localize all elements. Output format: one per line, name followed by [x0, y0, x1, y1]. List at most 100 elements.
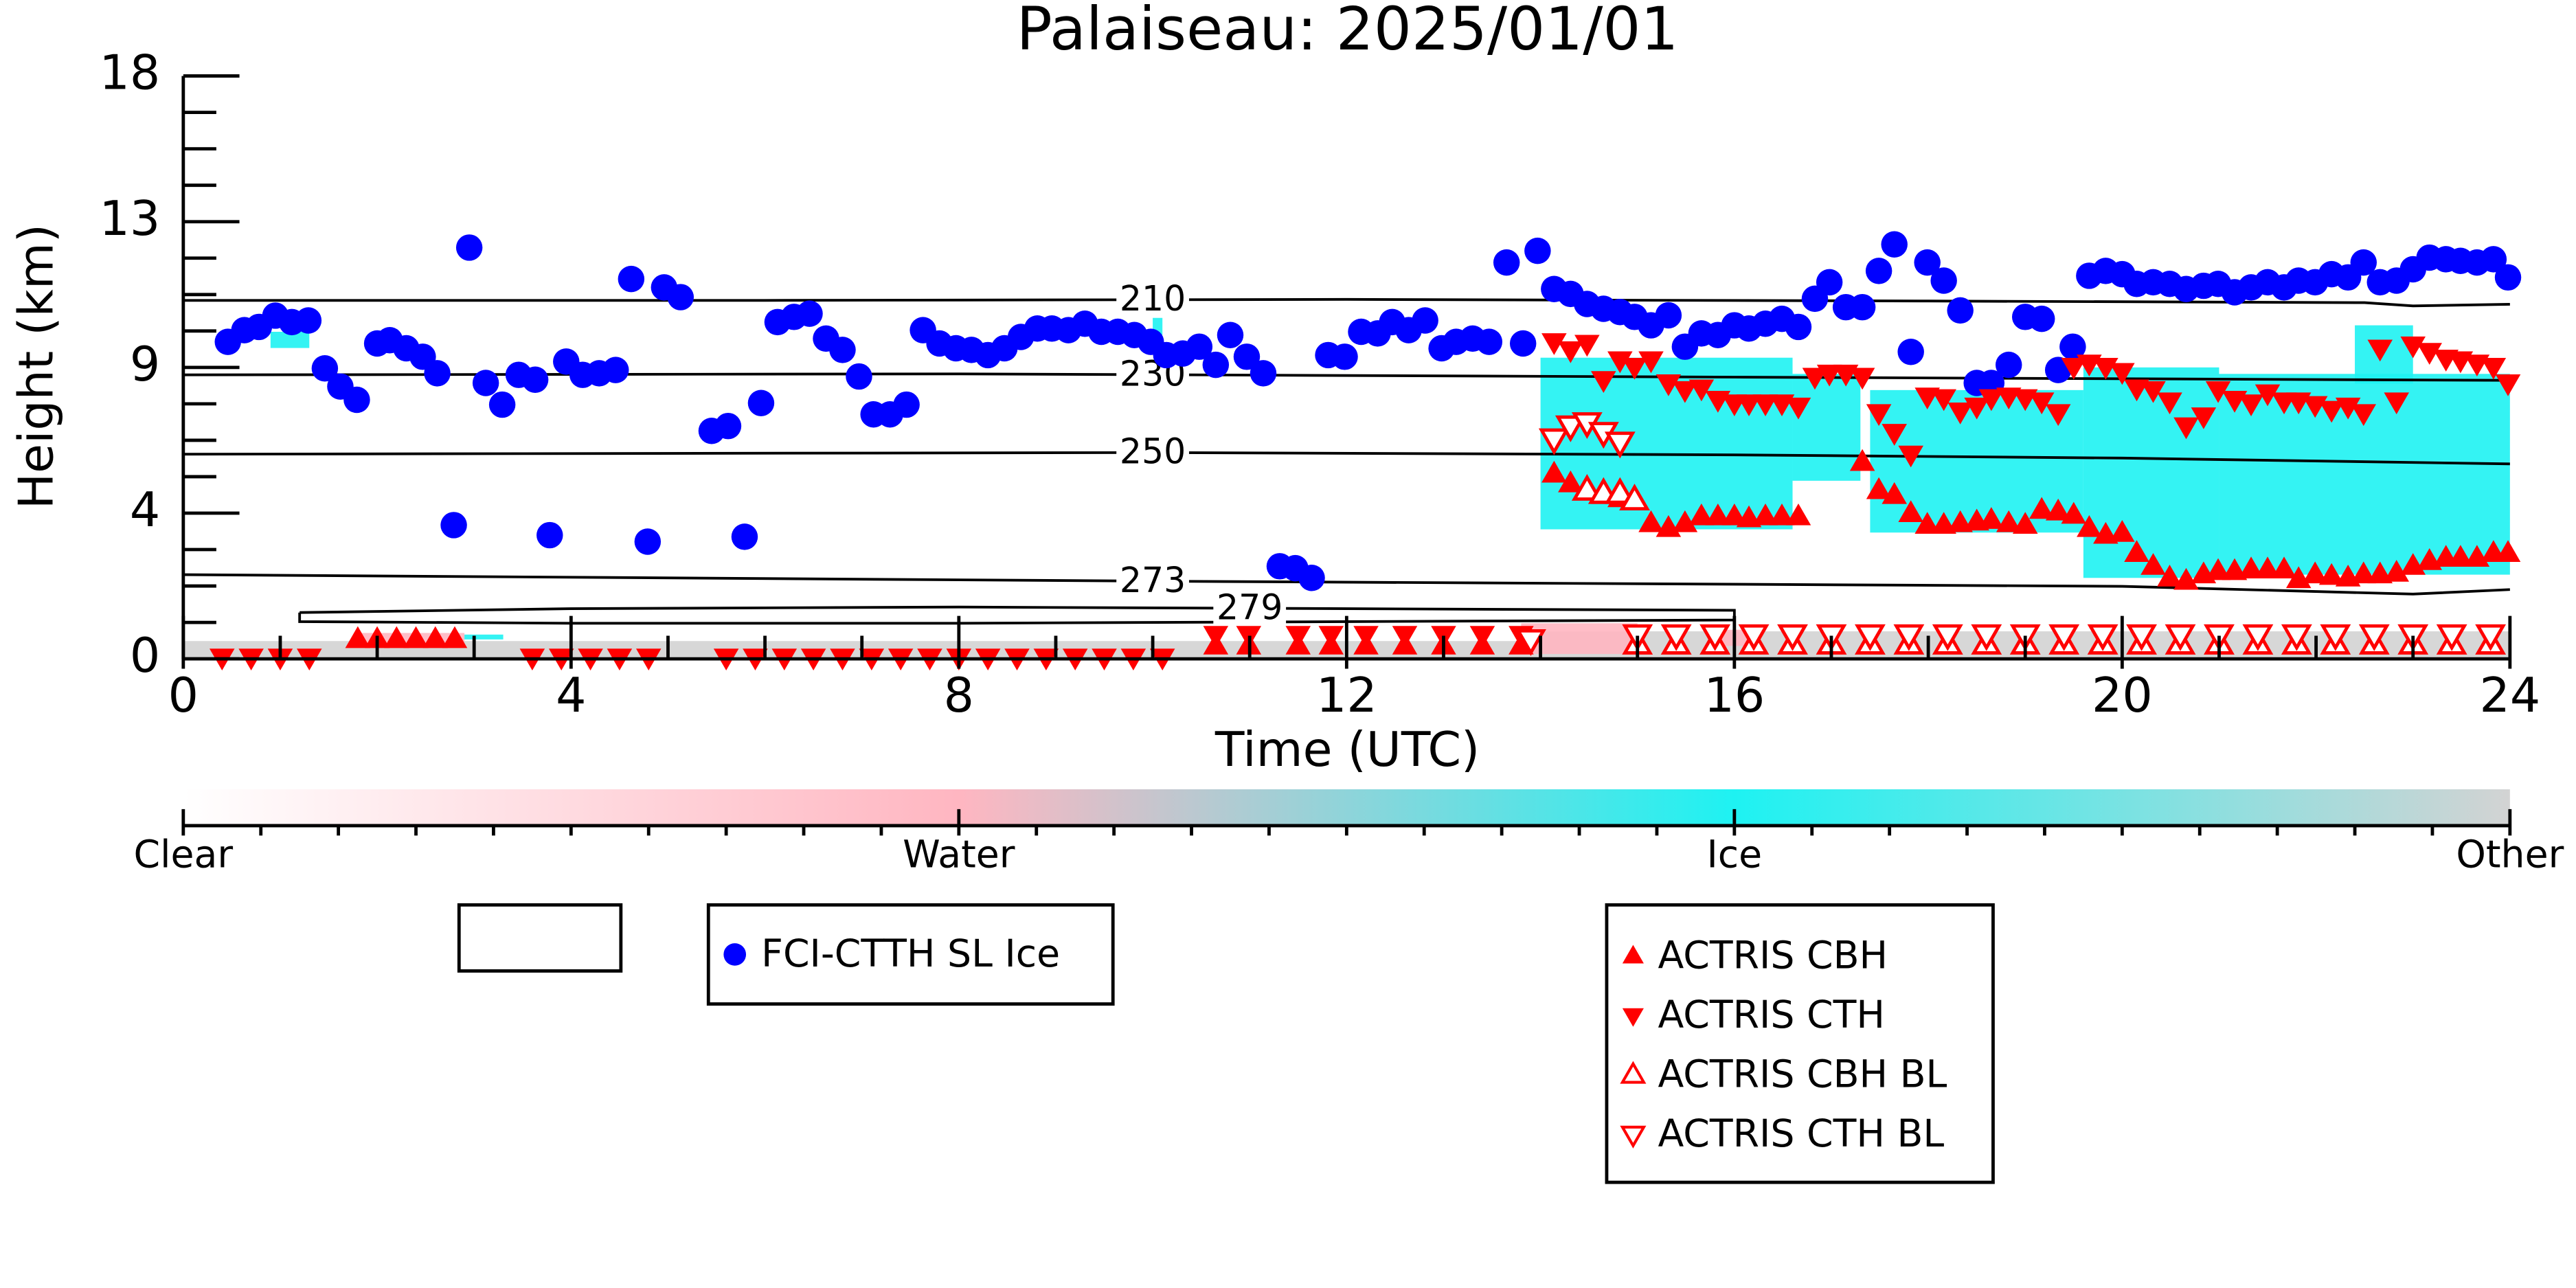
data-triangle: [1752, 394, 1778, 416]
y-tick-label: 9: [130, 337, 160, 392]
x-tick-label: 20: [2092, 668, 2153, 723]
legend-label: ACTRIS CBH BL: [1658, 1052, 1947, 1096]
data-triangle: [1854, 624, 1886, 651]
data-triangle: [1660, 624, 1692, 651]
data-point: [1476, 328, 1503, 355]
legend-label: ACTRIS CTH: [1658, 993, 1884, 1037]
data-point: [1914, 249, 1941, 276]
data-point: [667, 284, 694, 310]
data-triangle: [2318, 400, 2345, 423]
data-triangle: [2061, 501, 2087, 524]
data-triangle: [2281, 624, 2312, 651]
data-triangle: [1932, 624, 1963, 651]
data-triangle: [1591, 371, 1616, 394]
data-triangle: [1705, 503, 1731, 526]
data-triangle: [1752, 503, 1778, 526]
data-triangle: [1964, 397, 1989, 420]
data-triangle: [1558, 470, 1583, 493]
data-triangle: [1469, 626, 1495, 648]
data-triangle: [1816, 364, 1842, 387]
data-triangle: [2255, 556, 2281, 578]
contour-label: 279: [1217, 587, 1283, 627]
cloud-region: [270, 331, 310, 348]
data-triangle: [2173, 567, 2199, 590]
legend-marker: [1620, 1125, 1647, 1149]
data-triangle: [422, 626, 449, 648]
data-triangle: [1736, 394, 1762, 416]
data-point: [1524, 237, 1551, 264]
data-triangle: [1699, 624, 1731, 651]
data-triangle: [2367, 339, 2393, 362]
data-triangle: [2495, 540, 2521, 562]
data-triangle: [345, 626, 371, 648]
contour-label: 273: [1120, 560, 1186, 600]
data-point: [1947, 297, 1974, 324]
data-triangle: [1802, 368, 1828, 390]
data-triangle: [1638, 510, 1664, 532]
data-triangle: [2481, 357, 2507, 380]
data-triangle: [1849, 368, 1875, 390]
data-point: [796, 300, 823, 327]
y-tick-label: 13: [99, 191, 160, 247]
data-triangle: [2436, 624, 2467, 651]
x-tick-label: 8: [944, 668, 974, 723]
data-point: [1250, 360, 1277, 387]
cloud-region: [2219, 374, 2510, 575]
data-triangle: [1978, 507, 2004, 529]
data-point: [455, 234, 483, 261]
legend-marker: [723, 943, 747, 966]
data-triangle: [2048, 624, 2080, 651]
data-triangle: [1574, 335, 1600, 357]
legend-marker: [1620, 1061, 1647, 1084]
data-point: [846, 363, 872, 390]
data-triangle: [1555, 415, 1586, 442]
data-point: [1995, 351, 2022, 379]
data-triangle: [1392, 626, 1418, 648]
data-triangle: [2077, 515, 2102, 537]
legend-marker: [1622, 945, 1644, 964]
data-triangle: [1353, 626, 1379, 648]
legend-label: ACTRIS CTH BL: [1658, 1112, 1944, 1156]
data-triangle: [2320, 624, 2351, 651]
data-triangle: [2475, 624, 2507, 651]
contour-label: 210: [1120, 278, 1186, 319]
x-tick-label: 4: [556, 668, 586, 723]
data-point: [536, 521, 563, 549]
data-triangle: [2157, 392, 2182, 415]
data-triangle: [1672, 510, 1698, 532]
data-triangle: [1285, 626, 1311, 648]
data-triangle: [1947, 402, 1973, 425]
data-point: [1202, 351, 1230, 379]
data-triangle: [1777, 624, 1808, 651]
data-triangle: [1638, 351, 1664, 374]
data-triangle: [2205, 381, 2231, 403]
colorbar: [183, 789, 2510, 826]
x-axis-label: Time (UTC): [1214, 722, 1480, 778]
data-point: [424, 360, 451, 387]
data-triangle: [2335, 397, 2361, 420]
data-triangle: [1738, 624, 1770, 651]
data-point: [2028, 305, 2055, 332]
data-triangle: [2045, 404, 2071, 427]
data-triangle: [1893, 624, 1925, 651]
data-triangle: [1971, 624, 2002, 651]
data-triangle: [2165, 624, 2196, 651]
data-triangle: [2061, 357, 2087, 380]
data-triangle: [2238, 556, 2264, 578]
data-point: [1412, 307, 1438, 334]
cloud-region: [1792, 374, 1861, 481]
data-point: [1509, 330, 1537, 357]
data-point: [1298, 565, 1325, 591]
legend-box: [1605, 903, 1995, 1184]
data-triangle: [2124, 540, 2149, 562]
data-point: [1785, 313, 1812, 341]
data-triangle: [2255, 384, 2281, 407]
data-point: [1849, 293, 1876, 321]
data-point: [714, 412, 742, 440]
data-triangle: [2238, 394, 2264, 416]
contour-label-bg: [1213, 590, 1287, 626]
data-triangle: [1688, 379, 1715, 402]
data-point: [2480, 246, 2507, 273]
data-triangle: [1914, 512, 1940, 534]
